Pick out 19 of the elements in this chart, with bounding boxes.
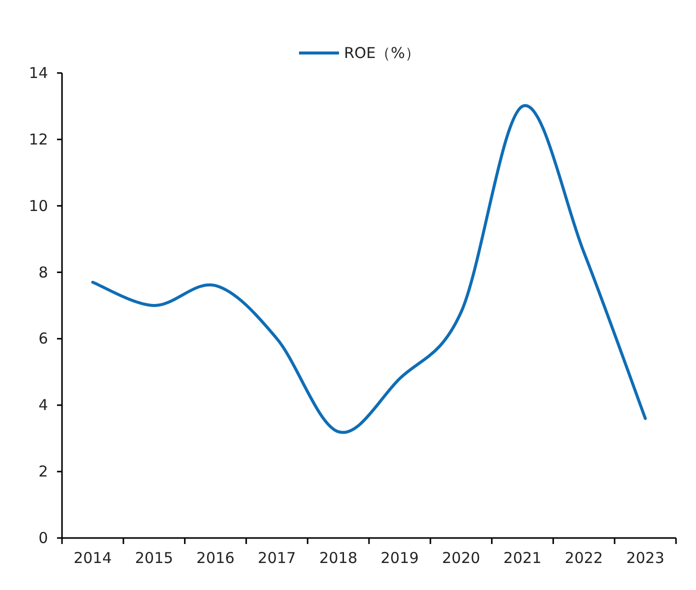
- y-tick-label: 0: [38, 529, 48, 547]
- x-tick-label: 2014: [74, 549, 112, 567]
- y-tick-label: 8: [38, 263, 48, 282]
- x-tick-label: 2017: [258, 549, 296, 567]
- y-tick-label: 10: [28, 196, 48, 215]
- legend-label: ROE（%）: [344, 44, 420, 62]
- y-tick-label: 2: [38, 462, 48, 481]
- y-tick-label: 14: [28, 64, 48, 82]
- x-tick-label: 2019: [380, 549, 419, 567]
- y-tick-label: 4: [38, 396, 48, 414]
- x-tick-label: 2015: [135, 549, 174, 567]
- x-tick-label: 2022: [564, 549, 603, 567]
- y-tick-label: 12: [28, 130, 48, 148]
- y-tick-label: 6: [38, 330, 48, 348]
- x-tick-label: 2018: [319, 549, 358, 567]
- x-tick-label: 2020: [442, 549, 480, 567]
- x-tick-label: 2016: [196, 549, 235, 567]
- x-tick-label: 2023: [626, 549, 664, 567]
- x-tick-label: 2021: [503, 549, 542, 567]
